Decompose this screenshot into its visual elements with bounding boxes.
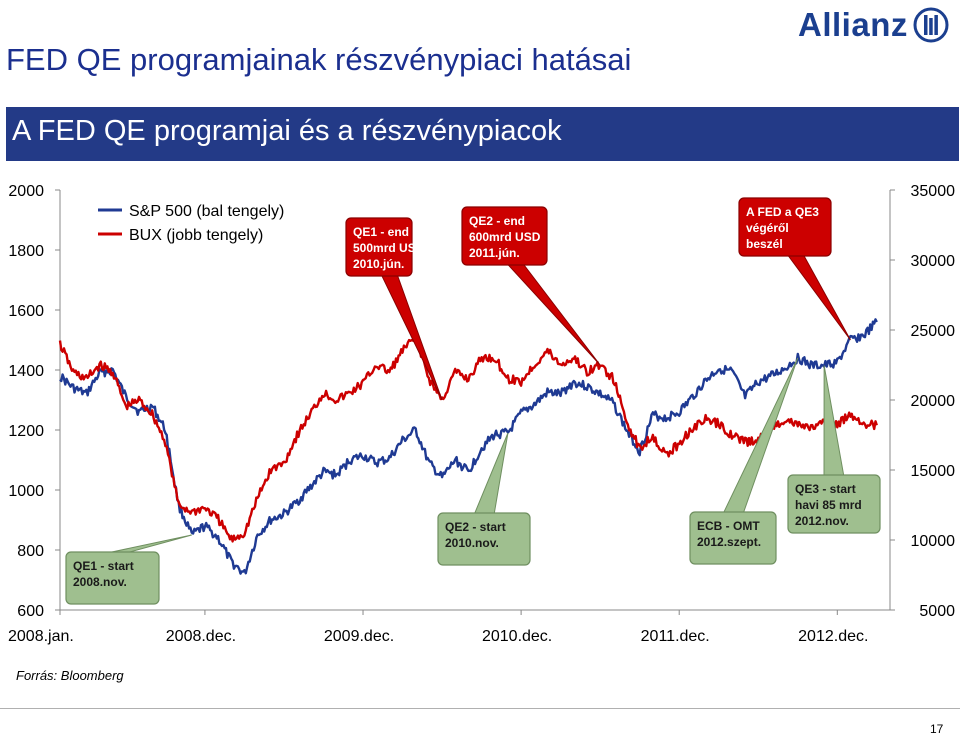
callout-text: ECB - OMT xyxy=(697,519,760,533)
y-left-tick-label: 600 xyxy=(17,603,44,620)
annotations: QE1 - end 500mrd USD 2010.jún. QE2 - end 600… xyxy=(65,197,881,605)
allianz-logo: Allianz xyxy=(798,6,950,44)
legend-label: S&P 500 (bal tengely) xyxy=(129,203,284,220)
series-lines xyxy=(58,318,878,575)
callout-qe2-end: QE2 - end 600mrd USD 2011.jún. xyxy=(461,206,601,366)
callout-text: QE1 - start xyxy=(73,559,134,573)
y-right-tick-label: 20000 xyxy=(911,393,956,410)
x-tick-label: 2010.dec. xyxy=(482,628,552,645)
section-banner: A FED QE programjai és a részvénypiacok xyxy=(6,107,959,161)
callout-box xyxy=(437,512,531,566)
y-left-tick-label: 1200 xyxy=(8,423,44,440)
callout-box xyxy=(689,511,777,565)
callout-text: A FED a QE3 xyxy=(746,205,819,219)
callout-text: 500mrd USD xyxy=(353,241,425,255)
callout-pointer xyxy=(786,253,851,341)
callout-qe3-talk: A FED a QE3 végéről beszél xyxy=(738,197,851,341)
callout-box xyxy=(787,474,881,534)
callout-pointer xyxy=(380,273,443,401)
x-tick-label: 2008.jan. xyxy=(8,628,74,645)
y-right-tick-label: 25000 xyxy=(911,323,956,340)
callout-qe1-end: QE1 - end 500mrd USD 2010.jún. xyxy=(345,217,443,401)
logo-text: Allianz xyxy=(798,6,908,43)
callout-qe1-start: QE1 - start 2008.nov. xyxy=(65,534,192,605)
callout-ecb-omt: ECB - OMT 2012.szept. xyxy=(689,357,799,565)
y-left-tick-label: 1000 xyxy=(8,483,44,500)
callout-text: havi 85 mrd xyxy=(795,498,862,512)
y-right-tick-label: 35000 xyxy=(911,183,956,200)
x-tick-label: 2009.dec. xyxy=(324,628,394,645)
legend-label: BUX (jobb tengely) xyxy=(129,227,263,244)
callout-text: QE2 - start xyxy=(445,520,506,534)
callout-box xyxy=(461,206,548,266)
bux-line xyxy=(58,335,878,543)
y-left-tick-label: 800 xyxy=(17,543,44,560)
callout-pointer xyxy=(505,262,601,366)
callout-text: 2012.szept. xyxy=(697,535,761,549)
callout-text: végéről xyxy=(746,221,789,235)
y-right-tick-label: 5000 xyxy=(919,603,955,620)
callout-text: QE3 - start xyxy=(795,482,856,496)
legend: S&P 500 (bal tengely) BUX (jobb tengely) xyxy=(98,203,284,244)
footer-divider xyxy=(0,708,960,709)
allianz-eagle-icon xyxy=(913,7,949,43)
source-note: Forrás: Bloomberg xyxy=(16,668,124,683)
callout-box xyxy=(65,551,160,605)
x-tick-label: 2012.dec. xyxy=(798,628,868,645)
y-left-tick-label: 1600 xyxy=(8,303,44,320)
callout-text: 2011.jún. xyxy=(469,246,520,260)
y-right-tick-label: 10000 xyxy=(911,533,956,550)
banner-title: A FED QE programjai és a részvénypiacok xyxy=(12,115,562,147)
y-left-tick-label: 1800 xyxy=(8,243,44,260)
y-left-tick-label: 2000 xyxy=(8,183,44,200)
callout-text: beszél xyxy=(746,237,783,251)
callout-pointer xyxy=(102,534,192,555)
callout-text: 2008.nov. xyxy=(73,575,127,589)
y-right-tick-label: 15000 xyxy=(911,463,956,480)
callout-text: 2010.nov. xyxy=(445,536,499,550)
y-right-tick-label: 30000 xyxy=(911,253,956,270)
callout-text: QE1 - end xyxy=(353,225,409,239)
y-left-tick-label: 1400 xyxy=(8,363,44,380)
axes: 600 800 1000 1200 1400 1600 1800 2000 5000 10000 1… xyxy=(8,183,955,645)
callout-text: 2012.nov. xyxy=(795,514,849,528)
callout-text: 2010.jún. xyxy=(353,257,404,271)
callout-box xyxy=(738,197,832,257)
callout-pointer xyxy=(473,432,509,516)
callout-qe3-start: QE3 - start havi 85 mrd 2012.nov. xyxy=(787,365,881,534)
x-tick-label: 2008.dec. xyxy=(166,628,236,645)
callout-text: 600mrd USD xyxy=(469,230,541,244)
callout-qe2-start: QE2 - start 2010.nov. xyxy=(437,432,531,566)
callout-text: QE2 - end xyxy=(469,214,525,228)
sp500-line xyxy=(59,318,878,575)
page-title: FED QE programjainak részvénypiaci hatás… xyxy=(6,42,632,77)
x-tick-label: 2011.dec. xyxy=(641,628,710,645)
page-number: 17 xyxy=(930,722,944,736)
callout-box xyxy=(345,217,413,277)
qe-chart: 600 800 1000 1200 1400 1600 1800 2000 5000 10000 1… xyxy=(8,183,955,645)
